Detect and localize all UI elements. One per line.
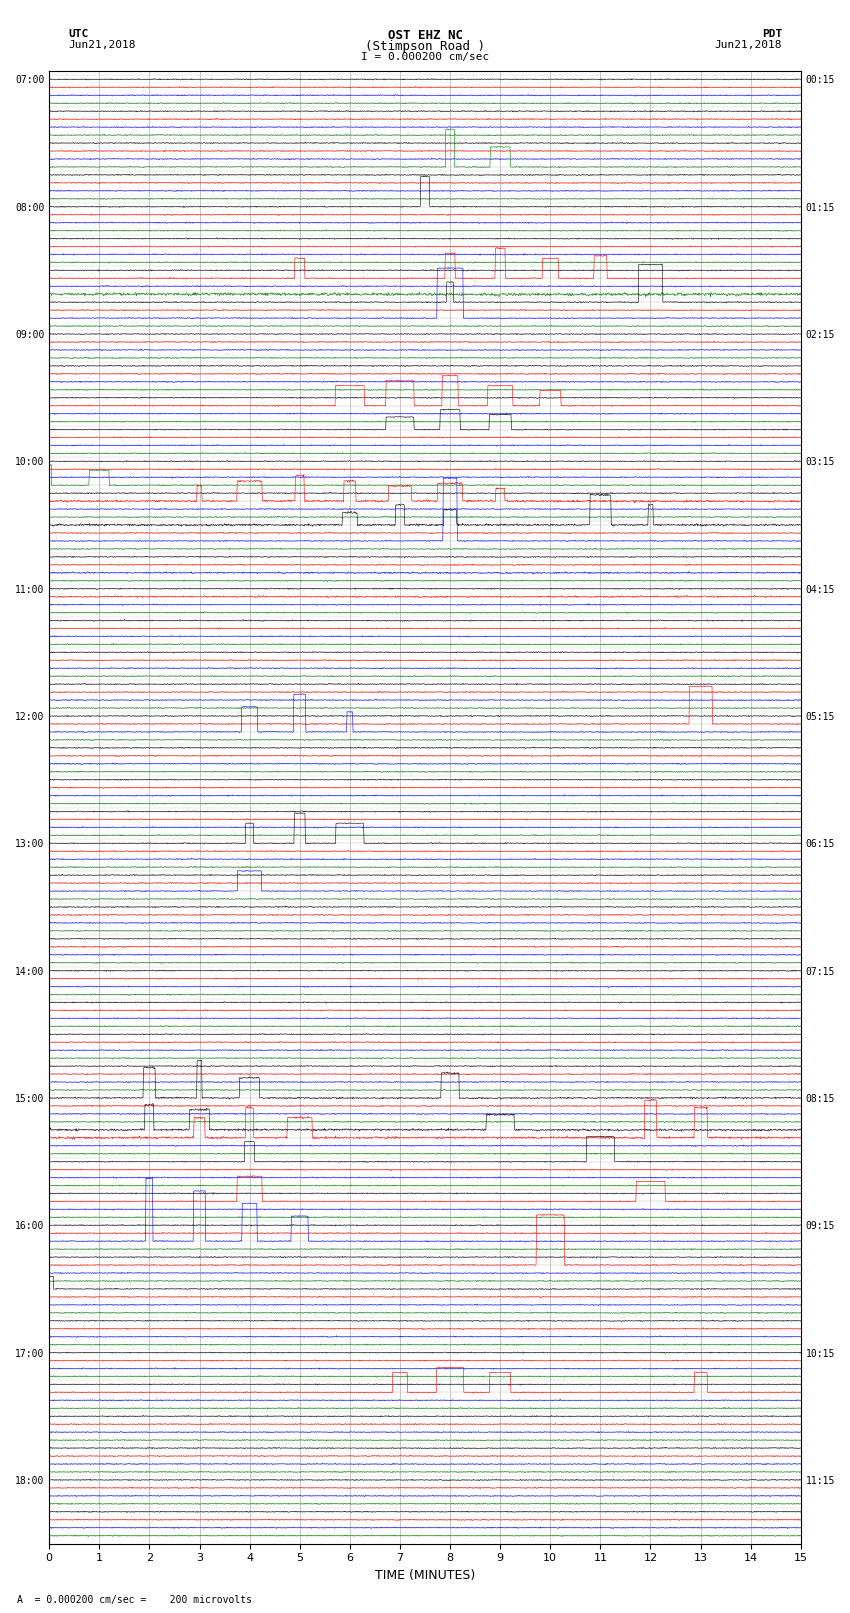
Text: (Stimpson Road ): (Stimpson Road ) [365, 40, 485, 53]
Text: UTC: UTC [68, 29, 88, 39]
Text: A  = 0.000200 cm/sec =    200 microvolts: A = 0.000200 cm/sec = 200 microvolts [17, 1595, 252, 1605]
Text: I = 0.000200 cm/sec: I = 0.000200 cm/sec [361, 52, 489, 61]
Text: OST EHZ NC: OST EHZ NC [388, 29, 462, 42]
Text: Jun21,2018: Jun21,2018 [68, 40, 135, 50]
Text: PDT: PDT [762, 29, 782, 39]
X-axis label: TIME (MINUTES): TIME (MINUTES) [375, 1569, 475, 1582]
Text: Jun21,2018: Jun21,2018 [715, 40, 782, 50]
